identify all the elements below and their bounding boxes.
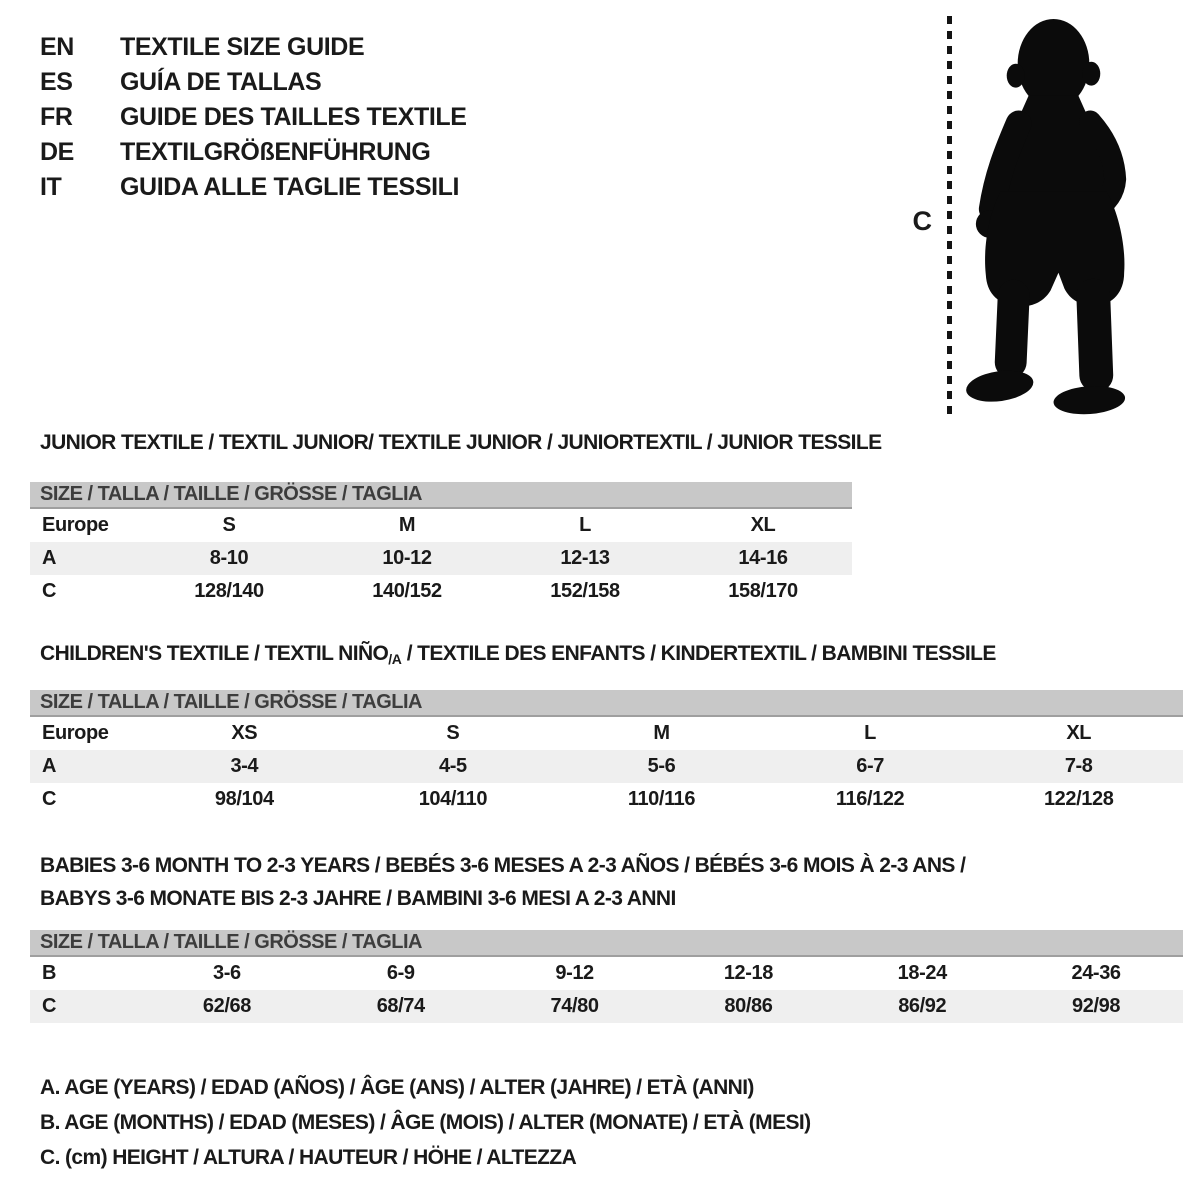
table-row-height: C 62/68 68/74 74/80 80/86 86/92 92/98: [30, 990, 1183, 1023]
toddler-silhouette-icon: [966, 18, 1127, 415]
measure-label-c: C: [912, 206, 932, 236]
guide-title: TEXTILGRÖßENFÜHRUNG: [120, 138, 431, 166]
table-cell: XL: [1066, 722, 1092, 744]
children-section-title: CHILDREN'S TEXTILE / TEXTIL NIÑO/A / TEX…: [40, 642, 996, 667]
table-row-europe: Europe S M L XL: [30, 509, 852, 542]
table-cell: 24-36: [1071, 962, 1121, 984]
row-label: A: [42, 547, 57, 569]
legend-line-a: A. AGE (YEARS) / EDAD (AÑOS) / ÂGE (ANS)…: [40, 1075, 754, 1099]
table-row-age: A 3-4 4-5 5-6 6-7 7-8: [30, 750, 1183, 783]
guide-title: GUÍA DE TALLAS: [120, 68, 322, 96]
language-code: FR: [40, 103, 73, 131]
table-cell: S: [446, 722, 460, 744]
language-code: ES: [40, 68, 73, 96]
guide-title: GUIDE DES TAILLES TEXTILE: [120, 103, 467, 131]
table-cell: 12-18: [723, 962, 774, 984]
table-row-age-months: B 3-6 6-9 9-12 12-18 18-24 24-36: [30, 957, 1183, 990]
table-cell: 10-12: [382, 547, 432, 569]
title-line: BABYS 3-6 MONATE BIS 2-3 JAHRE / BAMBINI…: [40, 886, 676, 910]
junior-size-table: SIZE / TALLA / TAILLE / GRÖSSE / TAGLIA …: [30, 482, 852, 608]
table-cell: 74/80: [550, 995, 599, 1017]
title-text: / TEXTILE DES ENFANTS / KINDERTEXTIL / B…: [401, 642, 997, 665]
table-cell: 92/98: [1072, 995, 1121, 1017]
row-label: C: [42, 995, 57, 1017]
table-cell: S: [222, 514, 236, 536]
title-subscript: /A: [388, 651, 402, 667]
table-cell: 14-16: [738, 547, 788, 569]
table-cell: 98/104: [214, 788, 274, 810]
table-cell: 18-24: [897, 962, 948, 984]
language-code: IT: [40, 173, 62, 201]
table-cell: 62/68: [202, 995, 251, 1017]
legend-line-c: C. (cm) HEIGHT / ALTURA / HAUTEUR / HÖHE…: [40, 1145, 577, 1169]
table-cell: 8-10: [209, 547, 249, 569]
guide-title: TEXTILE SIZE GUIDE: [120, 33, 365, 61]
table-cell: 122/128: [1043, 788, 1114, 810]
title-line: BABIES 3-6 MONTH TO 2-3 YEARS / BEBÉS 3-…: [40, 853, 966, 877]
table-cell: 110/116: [627, 788, 696, 810]
babies-section-title: BABIES 3-6 MONTH TO 2-3 YEARS / BEBÉS 3-…: [40, 849, 966, 915]
table-cell: L: [864, 722, 876, 744]
table-cell: M: [398, 514, 416, 536]
table-cell: 104/110: [418, 788, 488, 810]
babies-size-table: SIZE / TALLA / TAILLE / GRÖSSE / TAGLIA …: [30, 930, 1183, 1023]
measurement-legend: A. AGE (YEARS) / EDAD (AÑOS) / ÂGE (ANS)…: [40, 1070, 811, 1175]
legend-line-b: B. AGE (MONTHS) / EDAD (MESES) / ÂGE (MO…: [40, 1110, 811, 1134]
row-label: B: [42, 962, 57, 984]
row-label: Europe: [42, 514, 109, 536]
language-row: ES GUÍA DE TALLAS: [40, 65, 467, 100]
table-cell: 3-4: [230, 755, 259, 777]
language-code: DE: [40, 138, 74, 166]
table-cell: 116/122: [835, 788, 905, 810]
junior-section-title: JUNIOR TEXTILE / TEXTIL JUNIOR/ TEXTILE …: [40, 431, 882, 454]
table-row-age: A 8-10 10-12 12-13 14-16: [30, 542, 852, 575]
table-cell: 5-6: [647, 755, 676, 777]
table-cell: 80/86: [724, 995, 773, 1017]
guide-title: GUIDA ALLE TAGLIE TESSILI: [120, 173, 460, 201]
row-label: C: [42, 580, 57, 602]
height-measure-line: [947, 16, 952, 418]
table-cell: 128/140: [194, 580, 264, 602]
table-cell: M: [653, 722, 670, 744]
table-cell: 9-12: [555, 962, 594, 984]
size-header-bar: SIZE / TALLA / TAILLE / GRÖSSE / TAGLIA: [30, 482, 852, 509]
table-cell: 12-13: [560, 547, 610, 569]
row-label: C: [42, 788, 57, 810]
language-row: EN TEXTILE SIZE GUIDE: [40, 30, 467, 65]
table-cell: 140/152: [372, 580, 442, 602]
language-row: FR GUIDE DES TAILLES TEXTILE: [40, 100, 467, 135]
table-cell: 86/92: [898, 995, 947, 1017]
language-title-list: EN TEXTILE SIZE GUIDE ES GUÍA DE TALLAS …: [40, 30, 467, 205]
size-header-bar: SIZE / TALLA / TAILLE / GRÖSSE / TAGLIA: [30, 690, 1183, 717]
table-cell: XL: [750, 514, 776, 536]
language-row: DE TEXTILGRÖßENFÜHRUNG: [40, 135, 467, 170]
table-cell: XS: [231, 722, 258, 744]
language-row: IT GUIDA ALLE TAGLIE TESSILI: [40, 170, 467, 205]
title-text: CHILDREN'S TEXTILE / TEXTIL NIÑO: [40, 642, 389, 665]
table-cell: 6-7: [856, 755, 884, 777]
table-row-europe: Europe XS S M L XL: [30, 717, 1183, 750]
table-cell: 3-6: [213, 962, 241, 984]
table-cell: 158/170: [728, 580, 798, 602]
table-row-height: C 128/140 140/152 152/158 158/170: [30, 575, 852, 608]
size-header-bar: SIZE / TALLA / TAILLE / GRÖSSE / TAGLIA: [30, 930, 1183, 957]
language-code: EN: [40, 33, 74, 61]
table-cell: 6-9: [386, 962, 415, 984]
table-cell: 152/158: [550, 580, 620, 602]
table-cell: L: [579, 514, 591, 536]
children-size-table: SIZE / TALLA / TAILLE / GRÖSSE / TAGLIA …: [30, 690, 1183, 816]
row-label: Europe: [42, 722, 109, 744]
table-cell: 68/74: [376, 995, 425, 1017]
row-label: A: [42, 755, 57, 777]
table-cell: 7-8: [1064, 755, 1093, 777]
table-row-height: C 98/104 104/110 110/116 116/122 122/128: [30, 783, 1183, 816]
table-cell: 4-5: [439, 755, 467, 777]
